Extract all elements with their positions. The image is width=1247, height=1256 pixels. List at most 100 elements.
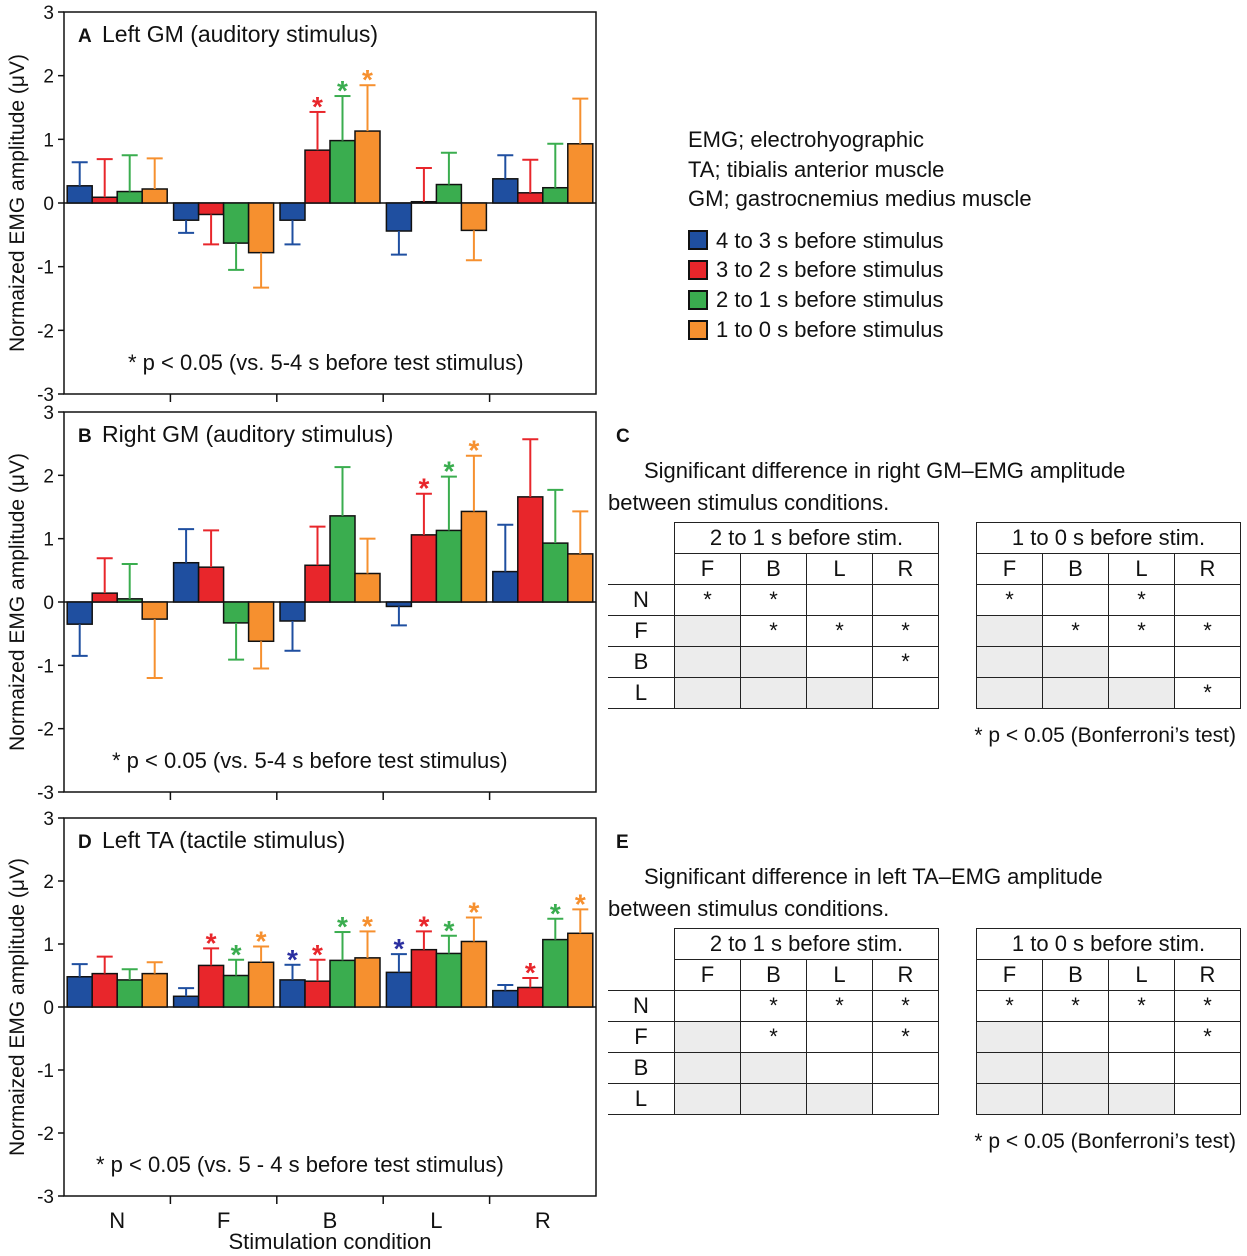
table-row: * *: [976, 584, 1241, 616]
table-title: Significant difference in left TA–EMG am…: [644, 864, 1103, 889]
bar-a-l-s2: [410, 200, 438, 204]
table-cell: [1174, 1052, 1241, 1084]
table-cell: [872, 584, 939, 616]
table-cell: [806, 1083, 873, 1115]
x-tick-label: R: [535, 1208, 551, 1233]
significance-star: *: [443, 456, 454, 487]
table-cell: *: [872, 990, 939, 1022]
bar-b-r-s1: [492, 570, 519, 603]
table-row-label: F: [608, 1021, 675, 1053]
significance-star: *: [418, 910, 429, 941]
significance-star: *: [362, 64, 373, 95]
bar-d-l-s2: [410, 948, 438, 1008]
table-row-label: N: [608, 990, 675, 1022]
y-tick-label: 0: [43, 998, 54, 1019]
table-cell: [806, 1021, 873, 1053]
bar-d-b-s1: [279, 979, 306, 1008]
table-row: *: [976, 677, 1241, 709]
abbreviation-list: EMG; electrohyographic TA; tibialis ante…: [688, 125, 1032, 214]
y-tick-label: 3: [43, 809, 54, 830]
x-tick-label: L: [430, 1208, 442, 1233]
bar-a-n-s4: [141, 188, 168, 204]
legend-swatch-blue: [688, 230, 708, 251]
significance-table: 1 to 0 s before stim. F B L R * * * * *: [976, 928, 1241, 1115]
legend-entry: 3 to 2 s before stimulus: [688, 255, 1032, 285]
significance-star: *: [312, 939, 323, 970]
significance-star: *: [337, 75, 348, 106]
significance-star: *: [287, 944, 298, 975]
table-cell: [674, 615, 741, 647]
table-row: L: [608, 1083, 939, 1115]
legend-label: 4 to 3 s before stimulus: [716, 227, 944, 253]
table-cell: [1042, 1052, 1109, 1084]
significance-star: *: [362, 910, 373, 941]
table-cell: *: [1042, 615, 1109, 647]
panel-letter: D: [78, 832, 92, 853]
significance-star: *: [468, 435, 479, 466]
bar-b-l-s2: [410, 534, 438, 603]
table-cell: [1174, 646, 1241, 678]
table-cell: [976, 1021, 1043, 1053]
table-column-label: R: [1174, 553, 1241, 585]
y-tick-label: -1: [37, 656, 54, 677]
y-tick-label: -3: [37, 783, 54, 804]
bar-b-r-s3: [542, 542, 569, 603]
table-subtitle: between stimulus conditions.: [608, 490, 890, 515]
chart-panel-a: -3 -2 -1 0 1 2 3 * * * A Left GM (auditory stimulus…: [6, 3, 597, 406]
table-cell: [872, 677, 939, 709]
table-column-label: B: [1042, 553, 1109, 585]
y-axis-label: Normaized EMG amplitude (μV): [6, 453, 29, 751]
y-tick-label: -2: [37, 321, 54, 342]
table-cell: [806, 677, 873, 709]
table-column-label: L: [1108, 959, 1175, 991]
table-cell: [976, 646, 1043, 678]
bar-a-f-s4: [247, 202, 275, 254]
bar-b-f-s3: [222, 601, 250, 624]
legend-label: 3 to 2 s before stimulus: [716, 257, 944, 283]
table-subtitle: between stimulus conditions.: [608, 896, 890, 921]
x-tick-label: F: [217, 1208, 230, 1233]
table-cell: *: [806, 990, 873, 1022]
bar-d-r-s1: [492, 989, 519, 1008]
bar-d-r-s3: [542, 938, 569, 1008]
table-column-label: F: [976, 959, 1043, 991]
table-cell: [674, 677, 741, 709]
table-cell: [1108, 1083, 1175, 1115]
table-cell: [1042, 584, 1109, 616]
x-axis-label: Stimulation condition: [228, 1229, 431, 1254]
y-tick-label: -1: [37, 1061, 54, 1082]
table-group-header: 2 to 1 s before stim.: [674, 928, 939, 960]
table-cell: [674, 990, 741, 1022]
table-column-label: B: [740, 553, 807, 585]
bar-d-b-s3: [329, 959, 356, 1008]
table-cell: *: [1108, 584, 1175, 616]
table-column-label: B: [1042, 959, 1109, 991]
table-cell: *: [740, 615, 807, 647]
bar-a-l-s4: [460, 202, 488, 232]
significance-star: *: [206, 927, 217, 958]
table-cell: [872, 1083, 939, 1115]
table-cell: *: [1108, 615, 1175, 647]
table-footnote: * p < 0.05 (Bonferroni’s test): [974, 1130, 1236, 1153]
y-tick-label: 2: [43, 872, 54, 893]
bar-b-l-s1: [385, 601, 413, 608]
table-row: N * *: [608, 584, 939, 616]
bar-a-l-s3: [435, 183, 463, 204]
table-row: [976, 646, 1241, 678]
table-cell: [740, 677, 807, 709]
table-cell: *: [806, 615, 873, 647]
table-cell: [806, 584, 873, 616]
bar-a-n-s2: [91, 196, 118, 204]
bar-b-b-s2: [304, 564, 331, 603]
table-group-header: 1 to 0 s before stim.: [976, 522, 1241, 554]
table-cell: [976, 615, 1043, 647]
table-cell: *: [872, 615, 939, 647]
table-panel-e: E Significant difference in left TA–EMG a…: [606, 832, 1246, 1162]
y-tick-label: -3: [37, 385, 54, 406]
significance-star: *: [575, 888, 586, 919]
legend: EMG; electrohyographic TA; tibialis ante…: [688, 125, 1032, 345]
significance-star: *: [443, 915, 454, 946]
legend-swatch-green: [688, 289, 708, 310]
table-row-label: F: [608, 615, 675, 647]
